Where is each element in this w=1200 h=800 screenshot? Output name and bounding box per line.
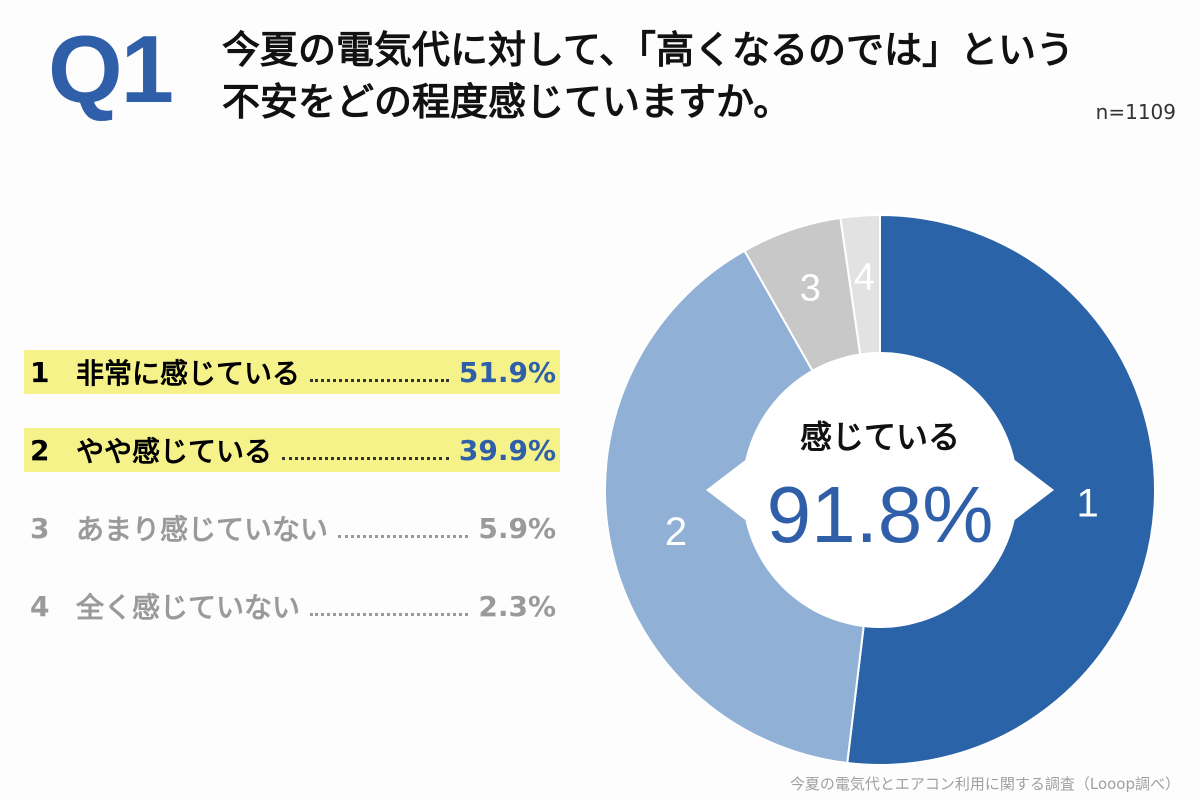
legend-num: 3 — [30, 511, 50, 545]
legend-item-4: 4 全く感じていない 2.3% — [24, 584, 560, 628]
title-line-2: 不安をどの程度感じていますか。 — [222, 80, 792, 124]
title-line-1: 今夏の電気代に対して、「高くなるのでは」という — [222, 28, 1074, 72]
legend-item-2: 2 やや感じている 39.9% — [24, 428, 560, 472]
leader-dots — [310, 612, 469, 616]
slice-label: 4 — [854, 257, 875, 299]
legend-label: あまり感じていない — [76, 513, 329, 546]
legend-num: 1 — [30, 355, 50, 389]
slice-label: 2 — [665, 510, 687, 554]
sample-size: n=1109 — [1095, 100, 1176, 124]
legend-percent: 39.9% — [458, 433, 556, 467]
legend-label: 非常に感じている — [76, 357, 301, 390]
legend-percent: 51.9% — [458, 355, 556, 389]
pointer-right — [1012, 458, 1054, 522]
legend-label: やや感じている — [76, 435, 273, 468]
legend: 1 非常に感じている 51.9% 2 やや感じている 39.9% 3 あまり感じ… — [24, 350, 560, 662]
slice-label: 1 — [1077, 481, 1099, 525]
legend-item-1: 1 非常に感じている 51.9% — [24, 350, 560, 394]
legend-num: 4 — [30, 589, 50, 623]
legend-percent: 2.3% — [478, 589, 556, 623]
question-number: Q1 — [48, 16, 174, 123]
legend-item-3: 3 あまり感じていない 5.9% — [24, 506, 560, 550]
question-title: 今夏の電気代に対して、「高くなるのでは」という 不安をどの程度感じていますか。 — [222, 24, 1182, 128]
center-value: 91.8% — [767, 470, 994, 559]
source-credit: 今夏の電気代とエアコン利用に関する調査（Looop調べ） — [789, 775, 1180, 793]
legend-label: 全く感じていない — [76, 591, 301, 624]
leader-dots — [282, 456, 449, 460]
leader-dots — [310, 378, 449, 382]
pointer-left — [706, 458, 748, 522]
center-label: 感じている — [800, 418, 960, 456]
leader-dots — [338, 534, 469, 538]
legend-percent: 5.9% — [478, 511, 556, 545]
legend-num: 2 — [30, 433, 50, 467]
center-hole — [742, 352, 1018, 628]
center-callout — [706, 352, 1054, 628]
slice-label: 3 — [800, 268, 821, 310]
